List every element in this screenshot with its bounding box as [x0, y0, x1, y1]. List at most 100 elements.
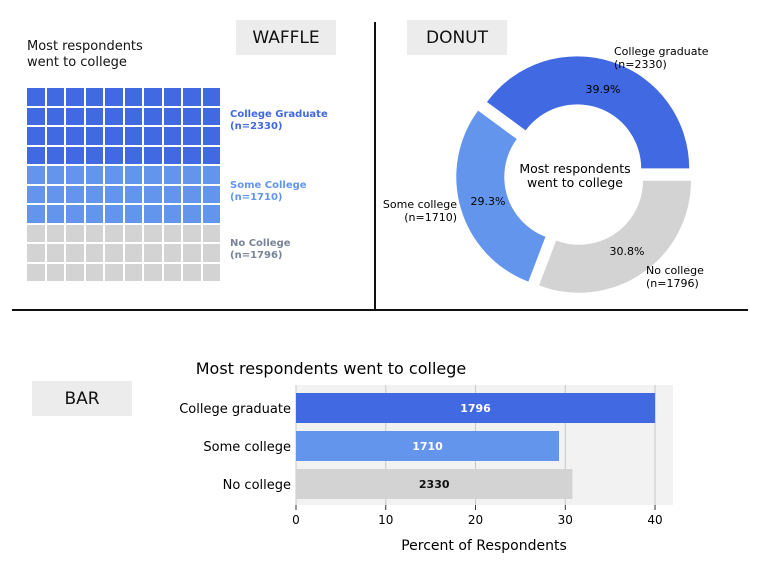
waffle-grid [27, 88, 222, 283]
waffle-cell-no-college [163, 224, 181, 242]
waffle-cell-no-college [163, 244, 181, 262]
waffle-cell-no-college [202, 224, 220, 242]
waffle-cell-some-college [144, 166, 162, 184]
waffle-cell-some-college [27, 205, 45, 223]
waffle-cell-college-graduate [46, 127, 64, 145]
waffle-label-college-graduate-name: College Graduate [230, 109, 328, 120]
waffle-cell-some-college [105, 205, 123, 223]
waffle-cell-college-graduate [105, 88, 123, 106]
waffle-cell-no-college [66, 224, 84, 242]
donut-count-college-graduate: (n=2330) [614, 58, 667, 71]
donut-center-line2: went to college [527, 175, 623, 190]
waffle-cell-no-college [202, 244, 220, 262]
waffle-title-line1: Most respondents [27, 39, 143, 54]
waffle-cell-no-college [85, 263, 103, 281]
waffle-cell-no-college [124, 263, 142, 281]
waffle-cell-college-graduate [105, 107, 123, 125]
bar-x-tick-label: 30 [558, 513, 573, 527]
waffle-cell-college-graduate [202, 146, 220, 164]
waffle-cell-college-graduate [85, 107, 103, 125]
waffle-cell-no-college [183, 224, 201, 242]
waffle-cell-some-college [46, 166, 64, 184]
waffle-cell-no-college [46, 224, 64, 242]
waffle-label-college-graduate: College Graduate (n=2330) [230, 109, 328, 133]
bar-x-tick-label: 20 [468, 513, 483, 527]
waffle-cell-some-college [105, 185, 123, 203]
waffle-cell-college-graduate [66, 88, 84, 106]
waffle-cell-college-graduate [27, 88, 45, 106]
bar-college-graduate [296, 393, 656, 423]
waffle-cell-college-graduate [46, 107, 64, 125]
waffle-cell-college-graduate [66, 146, 84, 164]
waffle-cell-college-graduate [163, 127, 181, 145]
waffle-cell-no-college [144, 224, 162, 242]
waffle-cell-some-college [183, 166, 201, 184]
waffle-cell-no-college [46, 244, 64, 262]
waffle-cell-no-college [163, 263, 181, 281]
donut-count-some-college: (n=1710) [404, 211, 457, 224]
waffle-cell-no-college [66, 244, 84, 262]
waffle-cell-some-college [183, 185, 201, 203]
waffle-cell-college-graduate [105, 146, 123, 164]
waffle-cell-some-college [66, 166, 84, 184]
waffle-cell-college-graduate [183, 88, 201, 106]
donut-panel-tag: DONUT [407, 20, 507, 55]
waffle-cell-some-college [163, 185, 181, 203]
waffle-cell-some-college [66, 205, 84, 223]
waffle-cell-college-graduate [144, 127, 162, 145]
waffle-cell-some-college [202, 166, 220, 184]
bar-x-tick-label: 0 [292, 513, 300, 527]
waffle-cell-some-college [46, 205, 64, 223]
waffle-cell-college-graduate [163, 146, 181, 164]
waffle-cell-some-college [85, 185, 103, 203]
waffle-cell-no-college [105, 244, 123, 262]
donut-pct-no-college: 30.8% [610, 245, 645, 258]
waffle-cell-college-graduate [27, 127, 45, 145]
donut-center-line1: Most respondents [519, 161, 630, 176]
donut-chart: Most respondents went to college 39.9% 2… [383, 45, 709, 293]
waffle-cell-college-graduate [144, 146, 162, 164]
waffle-cell-college-graduate [85, 88, 103, 106]
waffle-cell-college-graduate [124, 127, 142, 145]
waffle-cell-some-college [144, 185, 162, 203]
waffle-label-some-college-name: Some College [230, 180, 307, 191]
waffle-cell-no-college [46, 263, 64, 281]
waffle-cell-no-college [124, 224, 142, 242]
vertical-divider [374, 22, 376, 310]
waffle-cell-no-college [105, 263, 123, 281]
waffle-cell-college-graduate [183, 107, 201, 125]
donut-count-no-college: (n=1796) [646, 277, 699, 290]
waffle-cell-college-graduate [183, 127, 201, 145]
waffle-cell-no-college [144, 244, 162, 262]
waffle-cell-no-college [27, 224, 45, 242]
waffle-cell-no-college [183, 263, 201, 281]
donut-slice-college-graduate [486, 56, 690, 169]
waffle-cell-college-graduate [202, 107, 220, 125]
bar-some-college [296, 431, 560, 461]
waffle-label-no-college: No College (n=1796) [230, 238, 291, 262]
waffle-cell-college-graduate [163, 88, 181, 106]
waffle-cell-no-college [105, 224, 123, 242]
horizontal-divider [12, 309, 748, 311]
waffle-cell-no-college [27, 244, 45, 262]
waffle-cell-college-graduate [202, 127, 220, 145]
bar-value-label-no-college: 2330 [419, 478, 450, 491]
bar-category-label-some-college: Some college [203, 440, 291, 455]
waffle-cell-some-college [202, 205, 220, 223]
waffle-cell-some-college [66, 185, 84, 203]
donut-label-college-graduate: College graduate [614, 45, 709, 58]
waffle-cell-some-college [124, 205, 142, 223]
waffle-cell-college-graduate [46, 88, 64, 106]
bar-panel-tag: BAR [32, 381, 132, 416]
donut-pct-college-graduate: 39.9% [586, 83, 621, 96]
bar-category-label-no-college: No college [223, 478, 291, 493]
waffle-cell-some-college [144, 205, 162, 223]
waffle-cell-some-college [183, 205, 201, 223]
bar-value-label-college-graduate: 1796 [460, 402, 491, 415]
waffle-cell-college-graduate [124, 107, 142, 125]
waffle-cell-some-college [27, 166, 45, 184]
waffle-cell-no-college [183, 244, 201, 262]
bar-x-tick-label: 10 [378, 513, 393, 527]
bar-x-axis-label: Percent of Respondents [401, 538, 567, 554]
waffle-cell-college-graduate [27, 146, 45, 164]
